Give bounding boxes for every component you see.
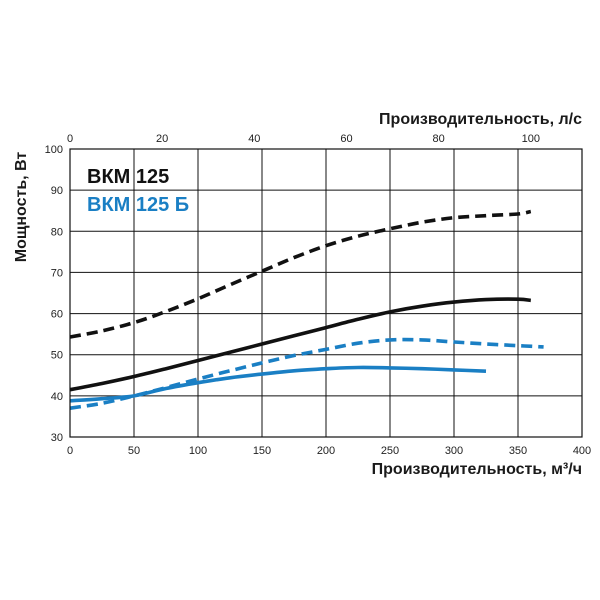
x2-tick-label: 40 <box>248 133 260 145</box>
x-tick-label: 300 <box>445 445 463 457</box>
vkm125-solid-line <box>69 297 532 392</box>
y-tick-label: 30 <box>51 432 63 444</box>
vkm125b-dashed-line <box>69 337 544 410</box>
y-tick-label: 40 <box>51 391 63 403</box>
y-tick-label: 50 <box>51 350 63 362</box>
x-tick-label: 150 <box>253 445 271 457</box>
x-tick-label: 350 <box>509 445 527 457</box>
x2-tick-label: 80 <box>433 133 445 145</box>
tick-labels: 0 50 100 150 200 250 300 350 4003040506070809010… <box>45 133 592 457</box>
x-tick-label: 50 <box>128 445 140 457</box>
y-tick-label: 70 <box>51 267 63 279</box>
x-tick-label: 0 <box>67 445 73 457</box>
y-tick-label: 80 <box>51 226 63 238</box>
x2-tick-label: 0 <box>67 133 73 145</box>
bottom-axis-title: Производительность, м³/ч <box>372 461 582 478</box>
x-tick-label: 400 <box>573 445 591 457</box>
left-axis-title: Мощность, Вт <box>13 152 30 263</box>
grid <box>70 149 582 437</box>
series-lines <box>69 209 544 410</box>
y-tick-label: 90 <box>51 185 63 197</box>
y-tick-label: 100 <box>45 144 63 156</box>
x-tick-label: 250 <box>381 445 399 457</box>
y-tick-label: 60 <box>51 309 63 321</box>
plot-frame <box>69 148 583 438</box>
x2-tick-label: 20 <box>156 133 168 145</box>
vkm125-dashed-line <box>69 209 532 339</box>
x-tick-label: 200 <box>317 445 335 457</box>
x2-tick-label: 60 <box>340 133 352 145</box>
legend-vkm125b: ВКМ 125 Б <box>87 194 189 216</box>
x2-tick-label: 100 <box>522 133 540 145</box>
vkm125b-solid-line <box>69 365 487 403</box>
x-tick-label: 100 <box>189 445 207 457</box>
top-axis-title: Производительность, л/с <box>379 111 582 128</box>
legend-vkm125: ВКМ 125 <box>87 166 169 188</box>
